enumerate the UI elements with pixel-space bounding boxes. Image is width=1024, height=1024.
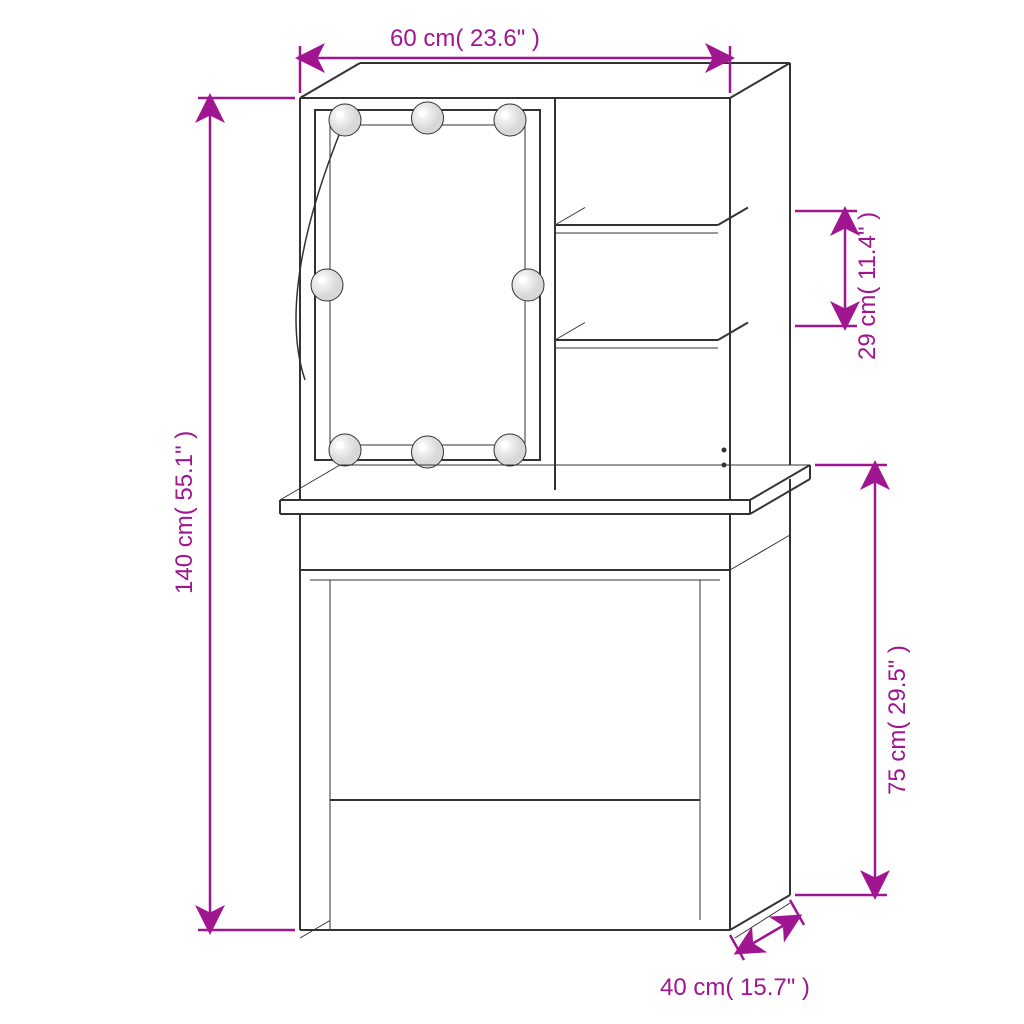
dim-width-top: 60 cm( 23.6" )	[390, 25, 540, 52]
furniture-outline	[280, 63, 810, 938]
dim-depth-bottom: 40 cm( 15.7" )	[660, 974, 810, 1001]
dimension-diagram: 60 cm( 23.6" ) 140 cm( 55.1" ) 29 cm( 11.4…	[0, 0, 1024, 1024]
dim-desk-right: 75 cm( 29.5" )	[884, 645, 911, 795]
dim-shelf-right: 29 cm( 11.4" )	[854, 212, 881, 360]
dim-height-left: 140 cm( 55.1" )	[171, 431, 198, 594]
